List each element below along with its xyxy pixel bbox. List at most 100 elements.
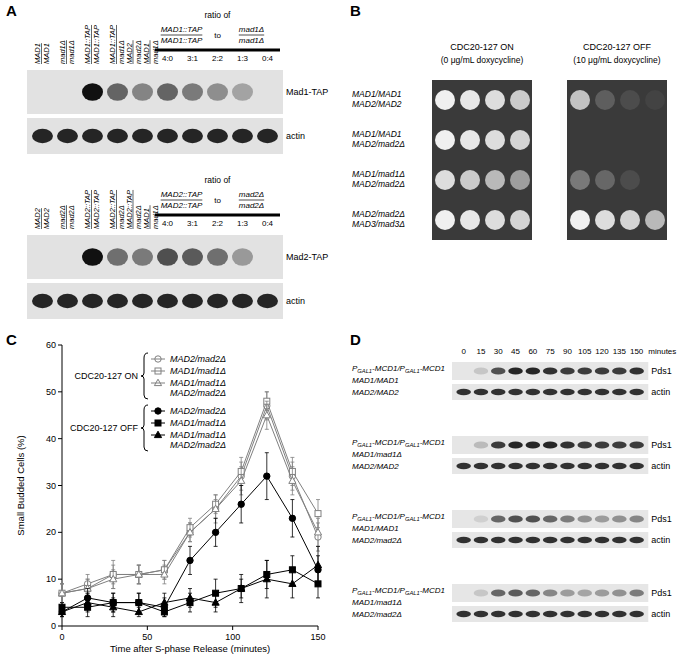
blot-membrane bbox=[452, 606, 648, 622]
spot bbox=[645, 210, 665, 230]
band bbox=[543, 463, 558, 469]
band bbox=[560, 389, 575, 395]
genotype-top: mad2Δ bbox=[58, 205, 67, 229]
marker bbox=[263, 575, 270, 581]
spot bbox=[620, 170, 640, 190]
segment: MAD2/MAD2 bbox=[352, 462, 399, 471]
band bbox=[257, 129, 278, 143]
ratio-title: ratio of bbox=[205, 10, 232, 20]
y-tick-label: 0 bbox=[51, 621, 56, 631]
genotype: MAD2/mad2Δ bbox=[352, 536, 402, 545]
band bbox=[107, 129, 128, 143]
fraction-bar bbox=[41, 43, 42, 64]
genotype-top: MAD1 bbox=[142, 208, 151, 229]
marker bbox=[154, 431, 161, 437]
y-tick bbox=[58, 626, 62, 627]
band bbox=[132, 248, 153, 266]
band bbox=[57, 294, 78, 308]
genotype-top: MAD2 bbox=[125, 42, 134, 64]
legend-line-text: MAD1/mad1Δ bbox=[170, 430, 226, 440]
blot-membrane bbox=[27, 70, 283, 114]
subscript: GAL1 bbox=[357, 516, 372, 522]
band bbox=[560, 611, 575, 617]
series-line bbox=[62, 406, 318, 593]
genotype: MAD1/MAD1 bbox=[352, 129, 402, 139]
legend-line-text: MAD1/mad1Δ bbox=[170, 378, 226, 388]
blot-label: actin bbox=[651, 609, 670, 619]
spot bbox=[485, 90, 505, 110]
spot bbox=[510, 210, 530, 230]
panel-d: D0153045607590105120135150minutesPGAL1-M… bbox=[350, 331, 676, 622]
ratio: 3:1 bbox=[187, 219, 199, 228]
marker bbox=[212, 599, 219, 605]
genotype: MAD2/MAD2 bbox=[352, 462, 399, 471]
band bbox=[595, 537, 610, 543]
column-title: CDC20-127 ON bbox=[450, 42, 514, 52]
band bbox=[560, 589, 575, 596]
band bbox=[508, 463, 523, 469]
genotype-top: MAD2::TAP bbox=[161, 190, 203, 199]
band bbox=[491, 441, 506, 448]
band bbox=[107, 294, 128, 308]
legend-entry: MAD1/mad1ΔMAD2/mad2Δ bbox=[170, 378, 226, 398]
background bbox=[0, 0, 688, 658]
subscript: GAL1 bbox=[405, 516, 420, 522]
legend-line-text: MAD1/mad1Δ bbox=[170, 366, 226, 376]
genotype-bottom: MAD2 bbox=[42, 207, 51, 229]
blot-label: actin bbox=[651, 387, 670, 397]
fraction-bar bbox=[116, 25, 117, 64]
band bbox=[560, 463, 575, 469]
genotype-top: MAD2 bbox=[33, 207, 42, 229]
genotype: MAD1/MAD1 bbox=[352, 89, 402, 99]
segment: MAD2/mad2Δ bbox=[352, 536, 402, 545]
marker bbox=[58, 589, 65, 595]
blot-membrane bbox=[452, 384, 648, 400]
spot bbox=[620, 90, 640, 110]
band bbox=[157, 129, 178, 143]
ratio: 3:1 bbox=[187, 54, 199, 63]
band bbox=[508, 515, 523, 522]
band bbox=[577, 589, 592, 596]
band bbox=[543, 389, 558, 395]
spot bbox=[460, 170, 480, 190]
band bbox=[577, 611, 592, 617]
x-tick-label: 50 bbox=[142, 632, 152, 642]
band bbox=[474, 611, 489, 617]
x-tick bbox=[318, 626, 319, 630]
spot bbox=[435, 90, 455, 110]
y-tick-label: 50 bbox=[46, 387, 56, 397]
marker bbox=[186, 594, 193, 600]
fraction-bar bbox=[91, 25, 92, 64]
genotype: PGAL1-MCD1/PGAL1-MCD1 bbox=[352, 364, 445, 374]
marker bbox=[238, 501, 244, 507]
figure: AMAD1MAD1mad1Δmad1ΔMAD1::TAPMAD1::TAPMAD… bbox=[0, 0, 688, 658]
segment: MAD1/mad1Δ bbox=[352, 450, 402, 459]
spot bbox=[460, 130, 480, 150]
y-tick bbox=[58, 485, 62, 486]
marker bbox=[315, 511, 321, 517]
band bbox=[612, 441, 627, 448]
genotype: MAD1MAD1 bbox=[33, 43, 51, 64]
band bbox=[207, 248, 228, 266]
legend-line-text: MAD2/mad2Δ bbox=[170, 406, 226, 416]
legend-line-text: MAD1/mad1Δ bbox=[170, 418, 226, 428]
marker bbox=[136, 599, 142, 605]
legend: MAD2/mad2ΔMAD1/mad1ΔMAD1/mad1ΔMAD2/mad2Δ… bbox=[70, 353, 226, 451]
fraction-bar bbox=[66, 40, 67, 64]
band bbox=[543, 589, 558, 596]
spot bbox=[595, 170, 615, 190]
band bbox=[491, 515, 506, 522]
band bbox=[207, 294, 228, 308]
marker bbox=[136, 571, 142, 577]
marker bbox=[161, 599, 168, 605]
genotype-bottom: MAD2::TAP bbox=[92, 190, 101, 229]
segment: -MCD1 bbox=[420, 438, 445, 447]
marker bbox=[314, 561, 321, 567]
marker bbox=[110, 603, 117, 609]
marker bbox=[84, 599, 91, 605]
genotype-bottom: mad1Δ bbox=[67, 40, 76, 64]
genotype: MAD1/mad1Δ bbox=[352, 169, 405, 179]
band bbox=[182, 83, 203, 101]
x-axis bbox=[62, 626, 318, 627]
legend-line bbox=[151, 359, 165, 360]
